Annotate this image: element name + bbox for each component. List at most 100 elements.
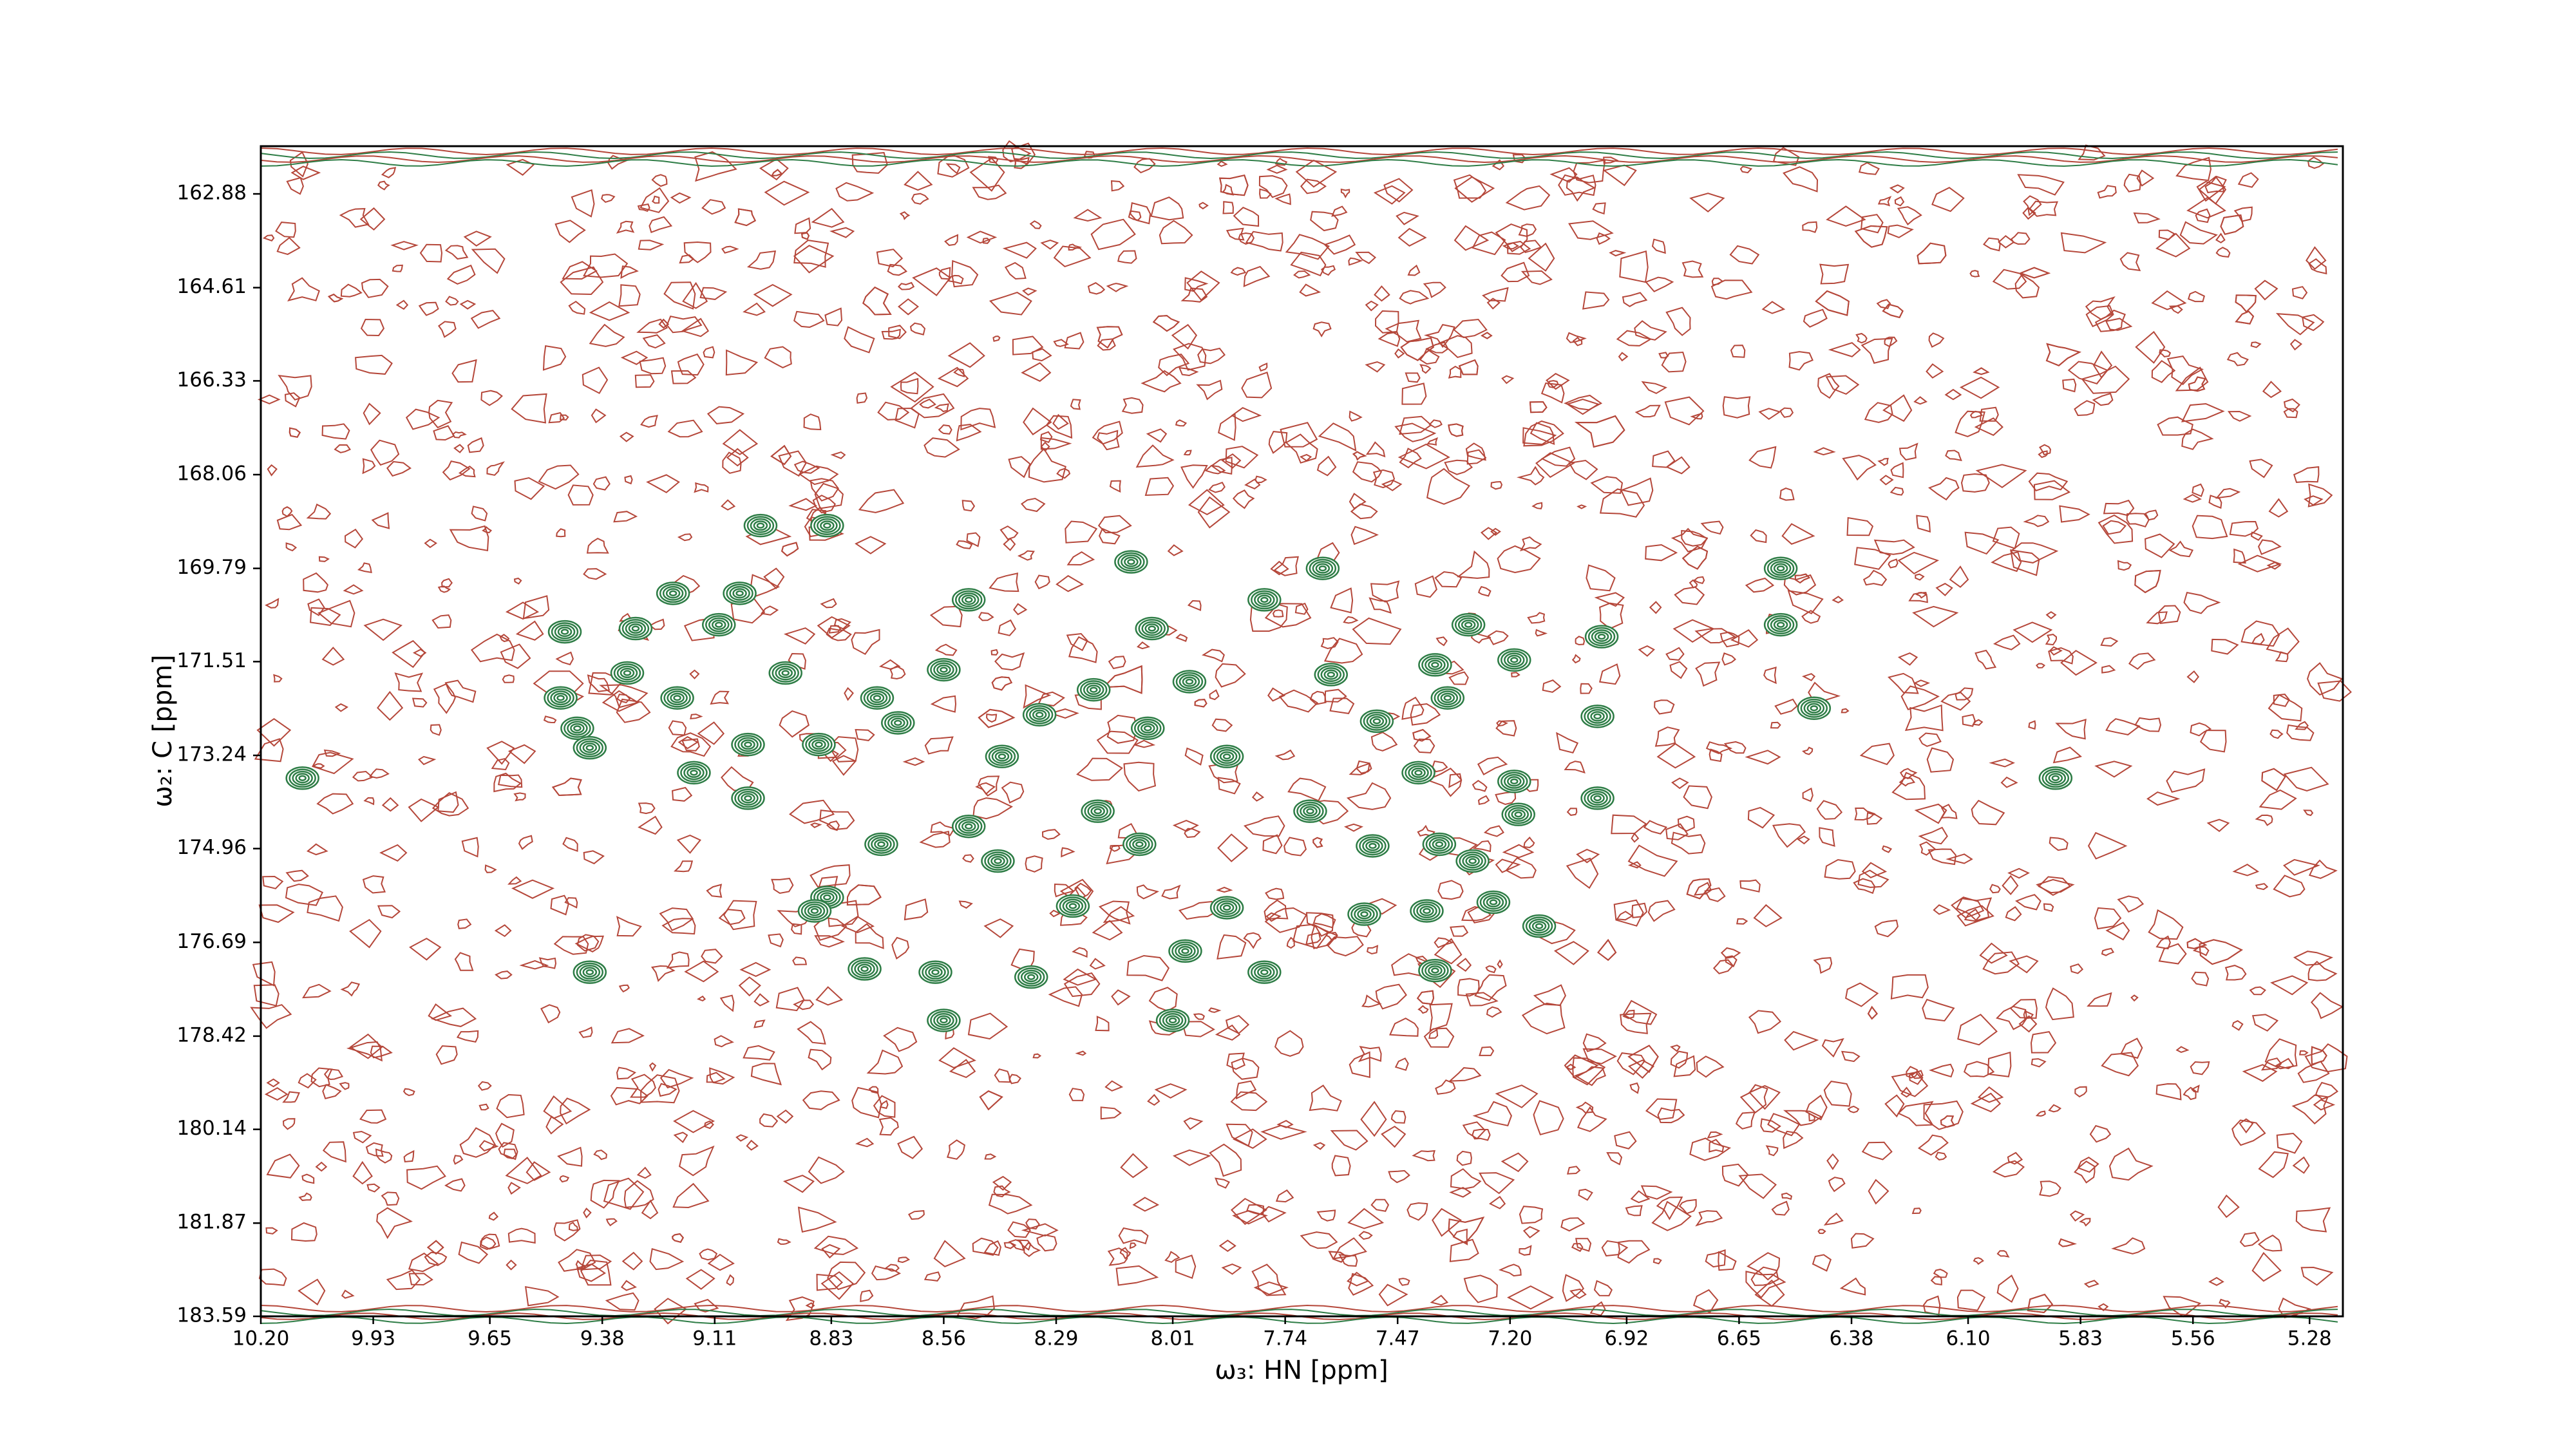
peak-contour [547, 688, 574, 708]
noise-contour [1063, 968, 1097, 986]
noise-contour [540, 1004, 561, 1024]
noise-contour [613, 511, 638, 523]
noise-contour [505, 601, 540, 620]
noise-contour [811, 207, 845, 228]
noise-contour [1358, 1046, 1382, 1063]
noise-contour [1040, 437, 1072, 450]
noise-contour [264, 1087, 289, 1101]
noise-contour [994, 1068, 1011, 1083]
peak-contour [1421, 655, 1449, 675]
noise-contour [961, 500, 976, 512]
peak-contour [544, 686, 578, 710]
peak-contour [988, 746, 1016, 766]
noise-contour [1739, 1084, 1768, 1114]
noise-contour [574, 935, 605, 952]
noise-contour [1669, 661, 1688, 679]
noise-contour [1097, 430, 1120, 451]
noise-contour [1312, 837, 1323, 848]
noise-contour [1882, 303, 1904, 319]
noise-contour [1072, 947, 1088, 958]
noise-contour [1115, 1265, 1159, 1286]
noise-contour [1226, 1052, 1245, 1070]
peak-contour [1584, 788, 1611, 808]
noise-contour [2293, 466, 2320, 483]
noise-contour [1960, 473, 1990, 493]
noise-contour [1841, 708, 1850, 714]
peak-contour [665, 588, 681, 599]
noise-contour [1601, 1240, 1629, 1257]
noise-contour [618, 284, 641, 307]
noise-contour [1132, 1197, 1160, 1212]
noise-contour [1956, 897, 1993, 922]
peak-contour [964, 823, 973, 829]
noise-contour [738, 976, 761, 997]
noise-contour [1429, 1003, 1453, 1032]
noise-contour [1041, 829, 1061, 840]
noise-contour [884, 1264, 900, 1272]
noise-contour [1566, 1166, 1581, 1175]
noise-contour [495, 971, 513, 980]
noise-contour [1506, 1285, 1555, 1310]
peak-contour [1454, 615, 1482, 634]
peak-contour [1459, 851, 1486, 871]
peak [1497, 770, 1531, 793]
noise-contour [2262, 381, 2282, 399]
noise-contour [1897, 652, 1918, 666]
peak-contour [925, 965, 946, 980]
peak-contour [1413, 901, 1441, 921]
noise-contour [2060, 650, 2098, 676]
noise-contour [2232, 864, 2260, 876]
noise-contour [454, 952, 474, 971]
noise-contour [1089, 958, 1106, 970]
noise-contour [610, 1086, 649, 1106]
noise-contour [511, 393, 547, 424]
noise-contour [1266, 164, 1288, 174]
peak-contour [1135, 616, 1169, 641]
noise-contour [548, 412, 565, 424]
peak-contour [1800, 698, 1828, 718]
noise-contour [1480, 527, 1498, 540]
noise-contour [951, 260, 979, 288]
noise-contour [1964, 531, 2000, 555]
noise-contour [543, 1095, 573, 1119]
noise-contour [289, 151, 308, 178]
noise-contour [2094, 907, 2122, 930]
noise-contour [1259, 188, 1272, 199]
peak-contour [930, 1010, 958, 1030]
noise-contour [2105, 718, 2141, 735]
noise-contour [1694, 628, 1737, 644]
peak [1797, 696, 1832, 720]
noise-contour [2059, 505, 2090, 523]
noise-contour [1651, 238, 1666, 254]
peak-contour [1185, 678, 1194, 685]
x-axis-label: ω₃: HN [ppm] [1215, 1356, 1388, 1385]
noise-contour [340, 283, 363, 298]
peak [802, 732, 836, 757]
peak-contour [1181, 948, 1189, 954]
noise-contour [1629, 1082, 1640, 1094]
noise-contour [406, 1165, 446, 1190]
peak-contour [820, 892, 835, 903]
noise-contour [1350, 526, 1379, 545]
peak-contour [1580, 705, 1615, 728]
peak [918, 960, 952, 984]
noise-contour [1689, 579, 1698, 589]
peak-contour [1776, 565, 1785, 572]
noise-contour [1347, 1208, 1385, 1229]
y-tick-label: 176.69 [177, 930, 247, 953]
peak-contour [1528, 918, 1550, 934]
peak-contour [687, 767, 701, 778]
peak [927, 658, 961, 682]
noise-contour [1426, 437, 1439, 446]
noise-contour [2134, 569, 2161, 594]
noise-contour [1107, 1247, 1128, 1266]
noise-contour [2175, 1046, 2190, 1053]
peak-contour [705, 615, 733, 634]
peak-contour [1810, 705, 1819, 712]
noise-contour [672, 786, 693, 802]
noise-contour [844, 326, 875, 354]
noise-contour [2181, 402, 2225, 422]
peak-contour [1425, 835, 1454, 854]
noise-contour [1226, 227, 1245, 241]
noise-contour [488, 1211, 499, 1221]
